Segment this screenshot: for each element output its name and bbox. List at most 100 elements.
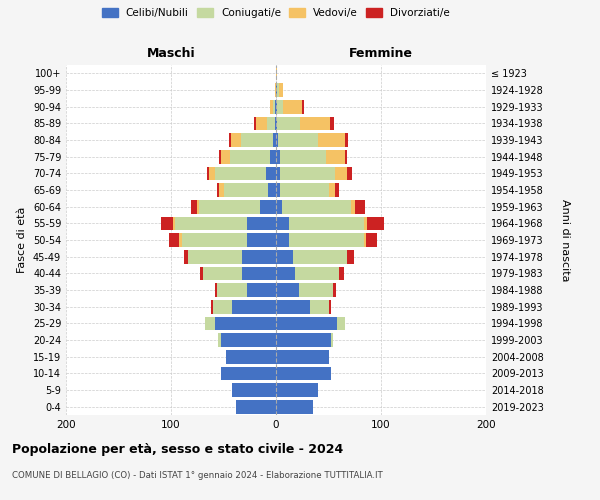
Bar <box>329 300 331 314</box>
Bar <box>203 266 242 280</box>
Bar <box>188 250 242 264</box>
Bar <box>300 116 329 130</box>
Bar <box>236 400 276 413</box>
Bar <box>161 216 173 230</box>
Bar <box>197 200 199 213</box>
Bar <box>275 116 276 130</box>
Legend: Celibi/Nubili, Coniugati/e, Vedovi/e, Divorziati/e: Celibi/Nubili, Coniugati/e, Vedovi/e, Di… <box>102 8 450 18</box>
Bar <box>241 133 273 147</box>
Bar <box>278 133 318 147</box>
Bar <box>220 183 223 197</box>
Bar <box>218 333 221 347</box>
Bar <box>276 200 283 213</box>
Bar <box>277 100 283 114</box>
Y-axis label: Fasce di età: Fasce di età <box>17 207 27 273</box>
Bar <box>247 233 276 247</box>
Bar <box>209 166 215 180</box>
Bar <box>276 250 293 264</box>
Bar <box>302 100 304 114</box>
Bar <box>289 233 364 247</box>
Bar <box>221 333 276 347</box>
Bar <box>273 100 275 114</box>
Bar <box>276 100 277 114</box>
Bar <box>276 283 299 297</box>
Bar <box>331 333 333 347</box>
Bar <box>256 116 266 130</box>
Bar <box>215 166 265 180</box>
Bar <box>191 200 197 213</box>
Bar <box>276 83 277 97</box>
Bar <box>270 100 273 114</box>
Bar <box>326 150 346 164</box>
Bar <box>200 266 203 280</box>
Bar <box>276 233 289 247</box>
Bar <box>266 116 275 130</box>
Bar <box>276 300 310 314</box>
Bar <box>347 250 354 264</box>
Bar <box>182 233 247 247</box>
Bar <box>173 216 175 230</box>
Bar <box>217 283 247 297</box>
Bar <box>277 83 279 97</box>
Bar <box>329 116 334 130</box>
Bar <box>226 350 276 364</box>
Bar <box>280 166 335 180</box>
Bar <box>276 66 277 80</box>
Bar <box>335 166 347 180</box>
Bar <box>289 216 364 230</box>
Bar <box>184 250 188 264</box>
Bar <box>318 133 346 147</box>
Bar <box>242 250 276 264</box>
Bar <box>247 283 276 297</box>
Y-axis label: Anni di nascita: Anni di nascita <box>560 198 571 281</box>
Bar <box>335 183 339 197</box>
Bar <box>283 200 350 213</box>
Bar <box>276 116 277 130</box>
Bar <box>276 366 331 380</box>
Bar <box>276 400 313 413</box>
Bar <box>211 300 213 314</box>
Bar <box>276 166 280 180</box>
Bar <box>270 150 276 164</box>
Bar <box>299 283 333 297</box>
Bar <box>355 200 365 213</box>
Bar <box>275 83 276 97</box>
Text: Femmine: Femmine <box>349 47 413 60</box>
Bar <box>221 366 276 380</box>
Bar <box>283 100 302 114</box>
Bar <box>242 266 276 280</box>
Bar <box>232 383 276 397</box>
Bar <box>224 183 268 197</box>
Bar <box>276 150 280 164</box>
Bar <box>175 216 247 230</box>
Bar <box>276 133 278 147</box>
Bar <box>337 316 346 330</box>
Bar <box>179 233 182 247</box>
Bar <box>213 300 232 314</box>
Text: COMUNE DI BELLAGIO (CO) - Dati ISTAT 1° gennaio 2024 - Elaborazione TUTTITALIA.I: COMUNE DI BELLAGIO (CO) - Dati ISTAT 1° … <box>12 471 383 480</box>
Bar <box>347 166 352 180</box>
Bar <box>329 183 335 197</box>
Bar <box>280 183 329 197</box>
Bar <box>279 83 283 97</box>
Bar <box>346 133 349 147</box>
Bar <box>230 150 270 164</box>
Bar <box>268 183 276 197</box>
Bar <box>260 200 276 213</box>
Bar <box>169 233 179 247</box>
Bar <box>346 150 347 164</box>
Bar <box>350 200 355 213</box>
Bar <box>231 133 241 147</box>
Text: Maschi: Maschi <box>146 47 196 60</box>
Bar <box>276 333 331 347</box>
Bar <box>310 300 329 314</box>
Text: Popolazione per età, sesso e stato civile - 2024: Popolazione per età, sesso e stato civil… <box>12 442 343 456</box>
Bar <box>215 283 217 297</box>
Bar <box>295 266 339 280</box>
Bar <box>221 150 230 164</box>
Bar <box>366 233 377 247</box>
Bar <box>254 116 256 130</box>
Bar <box>339 266 344 280</box>
Bar <box>205 316 215 330</box>
Bar <box>332 283 336 297</box>
